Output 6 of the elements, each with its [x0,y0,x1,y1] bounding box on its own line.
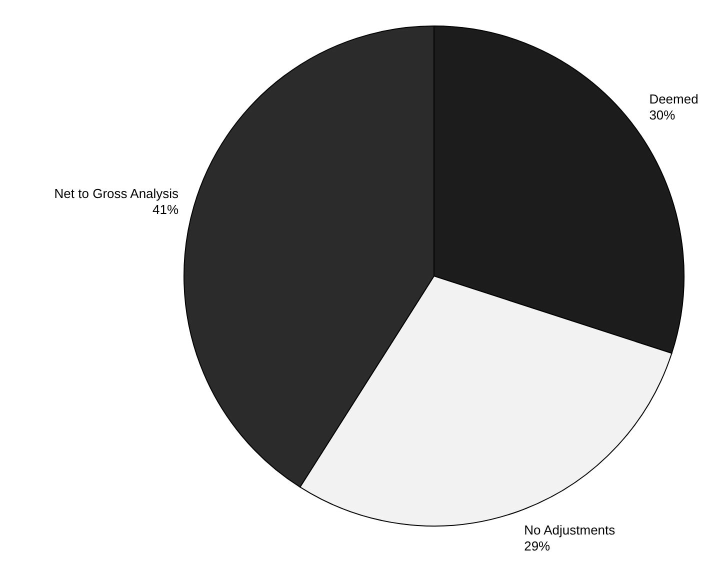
slice-label: Net to Gross Analysis [54,186,180,201]
data-label: 29% [524,538,551,554]
slice-label: No Adjustments [524,522,616,538]
slice-label: Deemed [649,92,698,107]
data-label: 41% [152,202,179,217]
data-label: 30% [649,108,676,123]
